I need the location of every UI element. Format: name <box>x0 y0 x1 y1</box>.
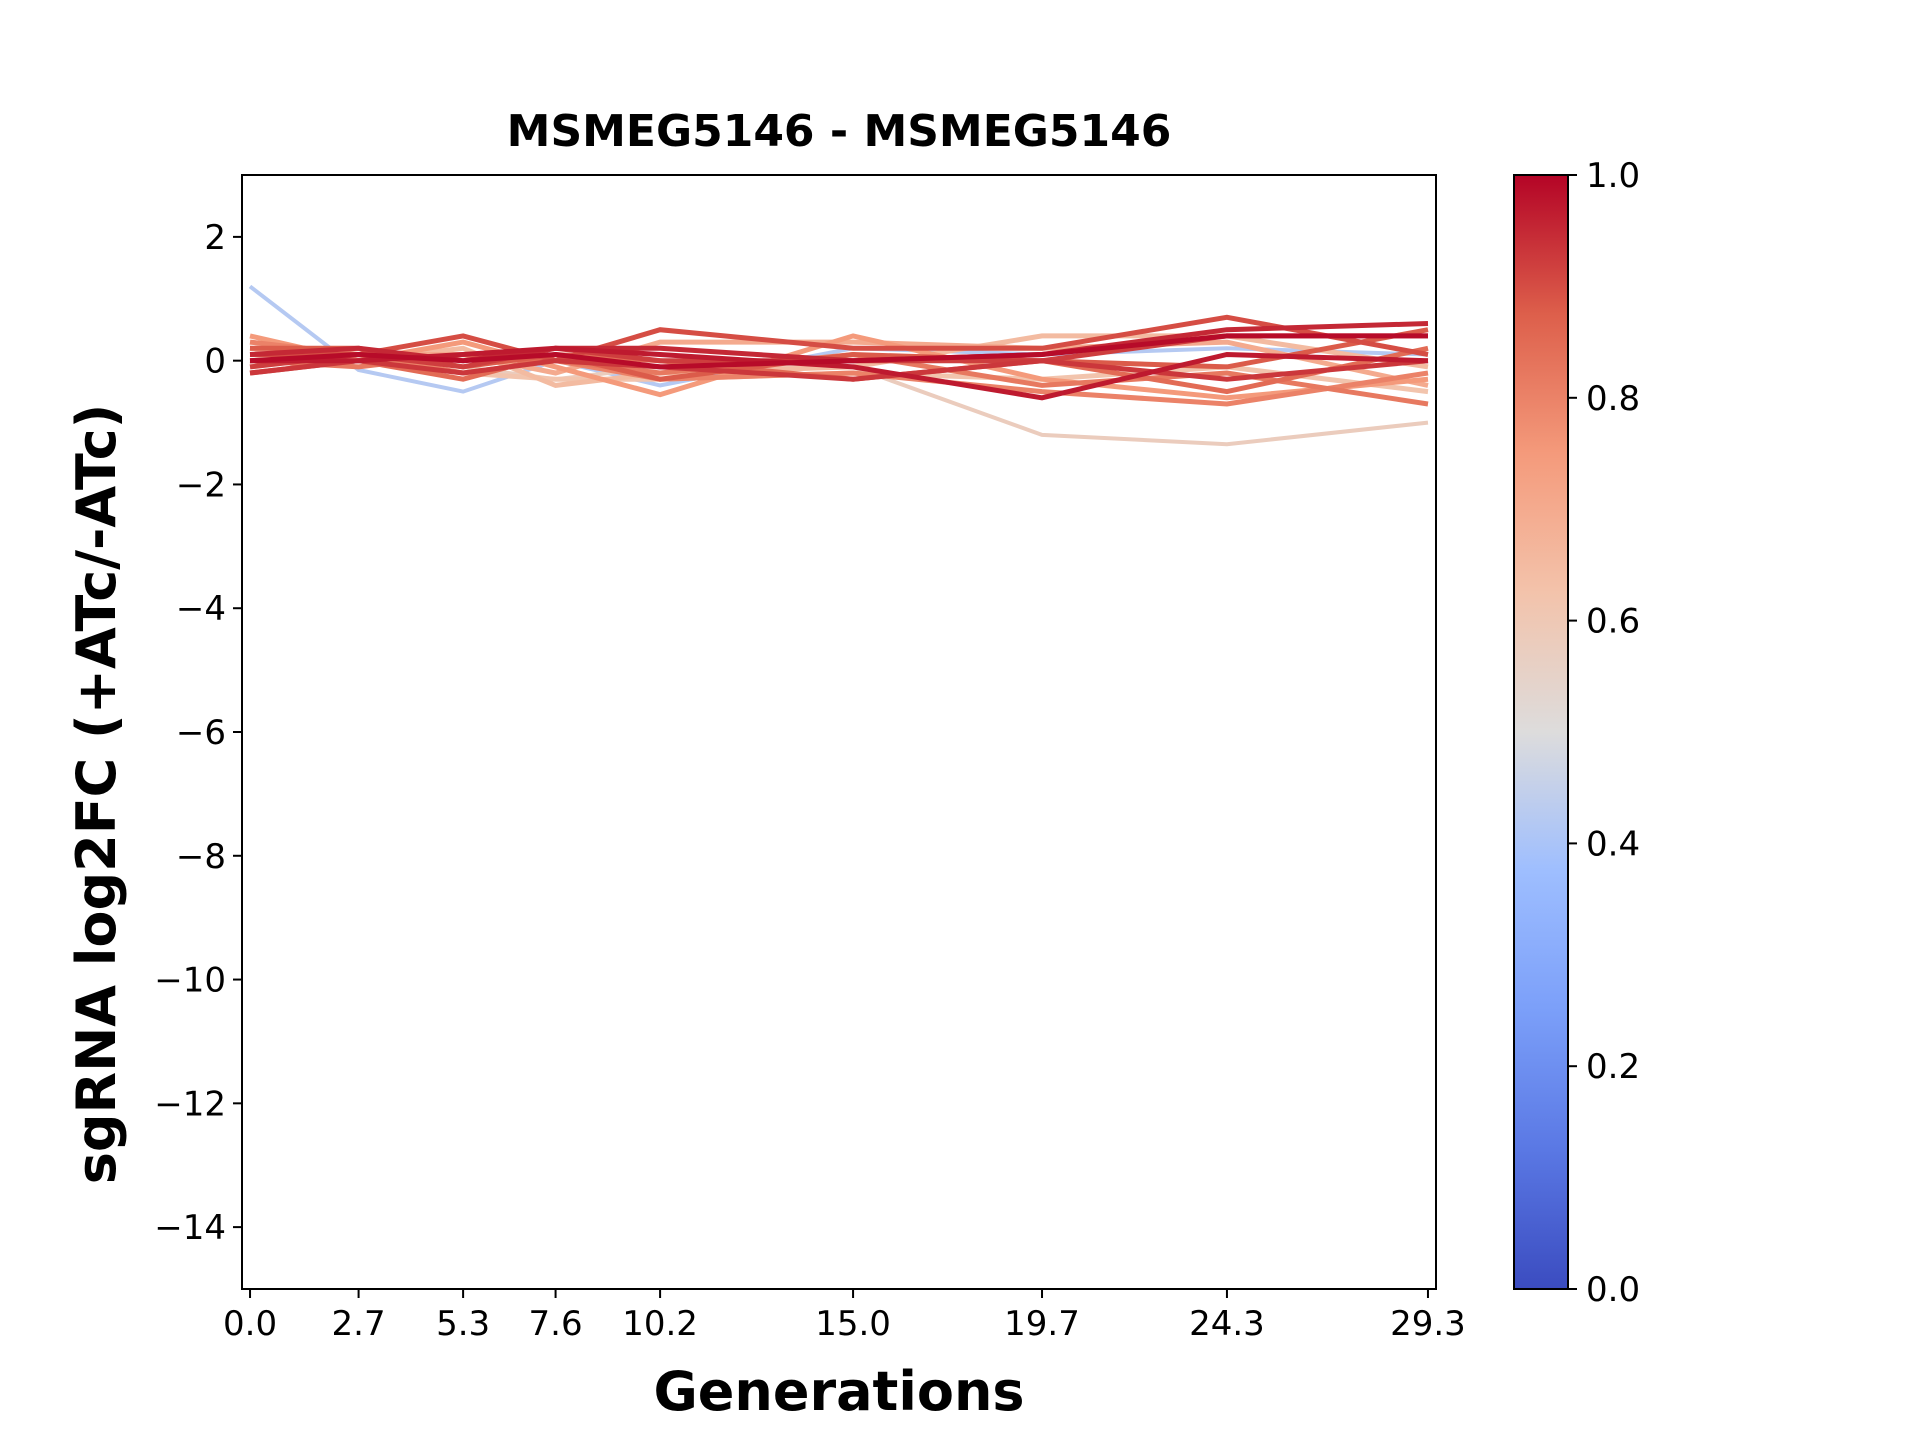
y-tick-label: 2 <box>204 218 226 258</box>
colorbar-tick-label: 0.2 <box>1586 1047 1640 1087</box>
x-tick-label: 2.7 <box>332 1304 386 1344</box>
colorbar-tick-label: 0.6 <box>1586 602 1640 642</box>
colorbar-tick-label: 0.0 <box>1586 1270 1640 1310</box>
x-axis-label: Generations <box>653 1360 1024 1423</box>
x-tick-label: 10.2 <box>622 1304 698 1344</box>
y-tick-label: −14 <box>154 1208 226 1248</box>
series-lines <box>248 284 1429 447</box>
series-line-16 <box>249 333 1428 370</box>
y-axis-label: sgRNA log2FC (+ATc/-ATc) <box>65 404 128 1185</box>
colorbar-ticks: 0.0 0.2 0.4 0.6 0.8 1.0 <box>1568 156 1640 1310</box>
series-line-14 <box>249 321 1429 364</box>
y-tick-label: −6 <box>176 713 226 753</box>
x-tick-label: 7.6 <box>529 1304 583 1344</box>
x-tick-label: 24.3 <box>1189 1304 1265 1344</box>
colorbar-tick-label: 0.8 <box>1586 379 1640 419</box>
y-tick-label: 0 <box>204 342 226 382</box>
x-tick-label: 5.3 <box>436 1304 490 1344</box>
colorbar-tick-label: 1.0 <box>1586 156 1640 196</box>
series-line-11 <box>250 314 1429 364</box>
y-tick-label: −2 <box>176 465 226 505</box>
colorbar-tick-label: 0.4 <box>1586 824 1640 864</box>
y-tick-label: −12 <box>154 1084 226 1124</box>
x-tick-label: 29.3 <box>1390 1304 1466 1344</box>
x-tick-label: 0.0 <box>223 1304 277 1344</box>
y-tick-label: −8 <box>176 837 226 877</box>
y-tick-label: −10 <box>154 961 226 1001</box>
y-tick-label: −4 <box>176 589 226 629</box>
x-tick-label: 19.7 <box>1004 1304 1080 1344</box>
series-line-1 <box>248 284 1429 394</box>
y-axis-ticks: 2 0 −2 −4 −6 −8 −10 −12 −14 <box>154 218 242 1248</box>
x-tick-label: 15.0 <box>815 1304 891 1344</box>
x-axis-ticks: 0.0 2.7 5.3 7.6 10.2 15.0 19.7 24.3 29.3 <box>223 1289 1466 1344</box>
chart-title: MSMEG5146 - MSMEG5146 <box>507 106 1172 157</box>
colorbar <box>1513 174 1569 1290</box>
